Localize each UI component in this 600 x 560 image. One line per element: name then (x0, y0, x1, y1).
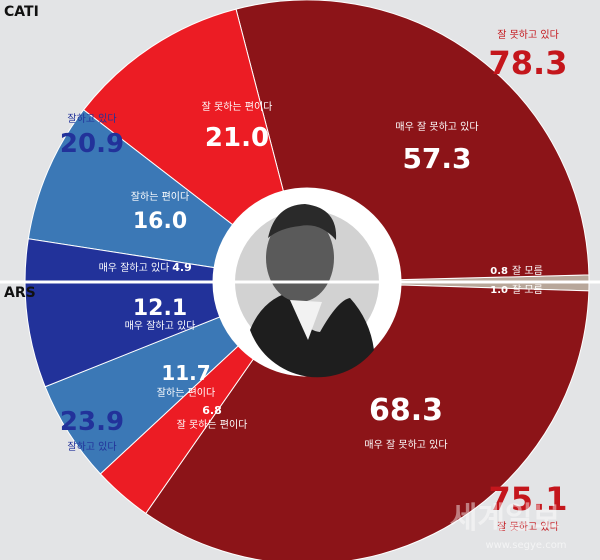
ars-slice-label-bad: 잘 못하는 편이다 (177, 418, 248, 431)
cati-slice-label-good: 잘하는 편이다 (131, 190, 189, 203)
cati-slice-label-very-good: 매우 잘하고 있다 (99, 261, 170, 274)
ars-slice-value-good: 11.7 (161, 361, 210, 385)
cati-slice-value-good: 16.0 (133, 209, 187, 234)
ars-negative-total-label: 잘 못하고 있다 (497, 520, 559, 533)
ars-slice-value-bad: 6.8 (202, 404, 222, 417)
cati-slice-value-bad: 21.0 (205, 123, 269, 153)
cati-slice-value-very-bad: 57.3 (402, 142, 471, 175)
chart-slices (24, 0, 590, 560)
ars-slice-label-very-good: 매우 잘하고 있다 (125, 319, 196, 332)
cati-slice-value-unknown: 0.8 (490, 266, 508, 277)
cati-slice-label-bad: 잘 못하는 편이다 (202, 100, 273, 113)
ars-slice-value-very-bad: 68.3 (369, 393, 443, 428)
watermark-logo: 세계일보 (450, 501, 560, 536)
watermark-url: www.segye.com (485, 540, 566, 551)
ars-slice-value-very-good: 12.1 (133, 296, 187, 321)
ars-slice-label-bad-line1: 잘 못하는 편이다 (177, 418, 248, 431)
cati-negative-total-label: 잘 못하고 있다 (497, 28, 559, 41)
cati-slice-label-unknown: 잘 모름 (512, 265, 543, 277)
cati-slice-value-very-good: 4.9 (172, 261, 192, 274)
ars-positive-total-label: 잘하고 있다 (67, 440, 116, 453)
cati-positive-total-value: 20.9 (60, 129, 124, 159)
cati-positive-total-label: 잘하고 있다 (67, 112, 116, 125)
ars-negative-total-value: 75.1 (489, 480, 568, 518)
ars-positive-total-value: 23.9 (60, 407, 124, 437)
ars-slice-value-unknown: 1.0 (490, 285, 508, 296)
cati-title: CATI (4, 4, 39, 20)
ars-title: ARS (4, 285, 36, 301)
ars-slice-label-very-bad: 매우 잘 못하고 있다 (364, 438, 447, 451)
cati-negative-total-value: 78.3 (489, 44, 568, 82)
ars-slice-label-good: 잘하는 편이다 (157, 386, 215, 399)
cati-slice-label-very-bad: 매우 잘 못하고 있다 (395, 120, 478, 133)
ars-slice-label-unknown: 잘 모름 (512, 284, 543, 296)
